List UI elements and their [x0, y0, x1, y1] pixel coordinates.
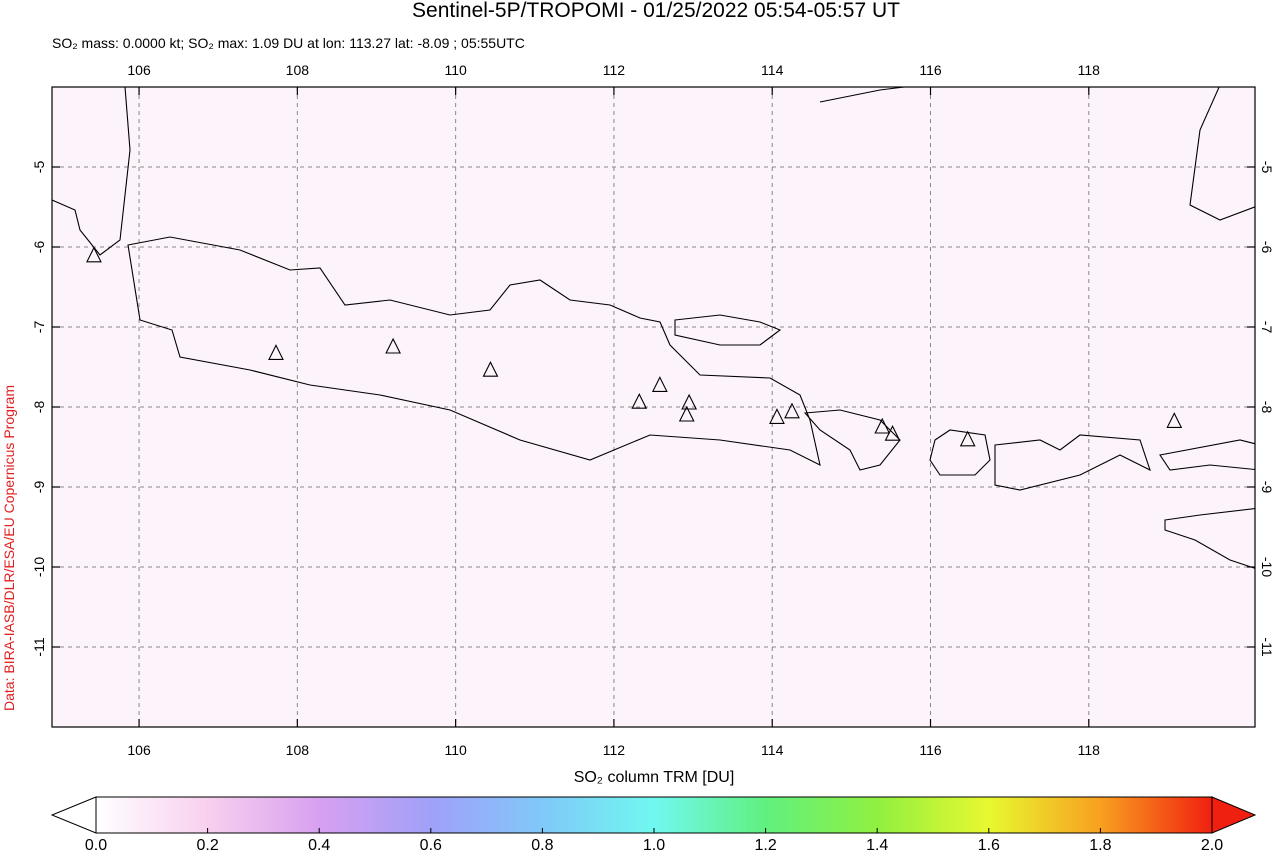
x-tick-label: 112: [603, 742, 626, 758]
axes: 106 106 108 108 110 110 112 112 114 114 116 116 118 1…: [31, 62, 1272, 758]
volcano-marker: [1166, 412, 1183, 428]
subtitle: SO₂ mass: 0.0000 kt; SO₂ max: 1.09 DU at…: [52, 35, 525, 51]
y-tick-label: -11: [31, 637, 47, 656]
volcano-marker: [631, 392, 648, 409]
grid: [52, 87, 1255, 727]
coastline: [929, 429, 991, 476]
x-tick-label: 114: [761, 742, 784, 758]
credit: Data: BIRA-IASB/DLR/ESA/EU Copernicus Pr…: [1, 385, 17, 711]
y-tick-label: -10: [31, 557, 47, 577]
volcanoes: [86, 246, 1183, 447]
coastline: [127, 236, 821, 467]
title: Sentinel-5P/TROPOMI - 01/25/2022 05:54-0…: [412, 0, 900, 22]
y-tick-label: -6: [31, 241, 47, 254]
y-tick-label: -11: [1259, 637, 1272, 656]
volcano-marker: [385, 337, 402, 354]
x-tick-label: 106: [127, 62, 151, 78]
volcano-marker: [482, 360, 499, 377]
coastline: [1164, 508, 1255, 569]
colorbar-ticks: 0.0 0.2 0.4 0.6 0.8 1.0 1.2 1.4 1.6 1.8 2.0: [85, 828, 1223, 853]
coastline: [819, 87, 909, 103]
colorbar-tick-label: 0.6: [420, 837, 442, 853]
y-tick-label: -7: [1259, 321, 1272, 334]
y-tick-label: -5: [1259, 161, 1272, 174]
y-tick-label: -6: [1259, 241, 1272, 254]
colorbar-tick-label: 1.2: [754, 837, 776, 853]
volcano-marker: [884, 424, 901, 441]
coastline: [1159, 439, 1255, 471]
x-tick-label: 108: [286, 742, 310, 758]
colorbar-label: SO₂ column TRM [DU]: [574, 769, 735, 786]
colorbar-tick-label: 1.4: [866, 837, 888, 853]
colorbar-tick-label: 0.4: [308, 837, 330, 853]
y-tick-label: -9: [1259, 481, 1272, 494]
x-tick-label: 108: [286, 62, 310, 78]
y-tick-label: -9: [31, 481, 47, 494]
volcano-marker: [651, 376, 668, 392]
colorbar-tick-label: 1.0: [643, 837, 665, 853]
colorbar-tick-label: 0.8: [531, 837, 553, 853]
colorbar-tick-label: 2.0: [1201, 837, 1223, 853]
coastline: [803, 409, 901, 471]
colorbar-tick-label: 1.6: [978, 837, 1000, 853]
volcano-marker: [874, 417, 891, 434]
y-tick-label: -8: [31, 401, 47, 414]
x-tick-label: 118: [1078, 742, 1101, 758]
volcano-marker: [784, 402, 800, 419]
x-tick-label: 106: [127, 742, 151, 758]
y-tick-label: -10: [1259, 557, 1272, 577]
x-tick-label: 110: [444, 62, 467, 78]
y-tick-label: -8: [1259, 401, 1272, 414]
volcano-marker: [959, 430, 976, 447]
x-tick-label: 116: [919, 62, 942, 78]
volcano-marker: [769, 408, 785, 424]
colorbar-tick-label: 0.2: [196, 837, 218, 853]
coastline: [1189, 87, 1255, 221]
x-tick-label: 112: [603, 62, 626, 78]
coastline: [994, 434, 1151, 491]
y-tick-label: -7: [31, 321, 47, 334]
x-tick-label: 118: [1078, 62, 1101, 78]
coastlines: [52, 87, 1255, 569]
volcano-marker: [681, 393, 698, 410]
colorbar-tick-label: 1.8: [1089, 837, 1111, 853]
colorbar-low-arrow: [50, 796, 97, 834]
colorbar: [95, 796, 1213, 834]
coastline: [52, 87, 131, 256]
colorbar-tick-label: 0.0: [85, 837, 107, 853]
coastline: [674, 314, 782, 346]
x-tick-label: 116: [919, 742, 942, 758]
x-tick-label: 110: [444, 742, 467, 758]
y-tick-label: -5: [31, 161, 47, 174]
x-tick-label: 114: [761, 62, 784, 78]
volcano-marker: [86, 246, 102, 263]
volcano-marker: [268, 344, 284, 360]
colorbar-high-arrow: [1211, 796, 1257, 834]
volcano-marker: [678, 405, 695, 422]
